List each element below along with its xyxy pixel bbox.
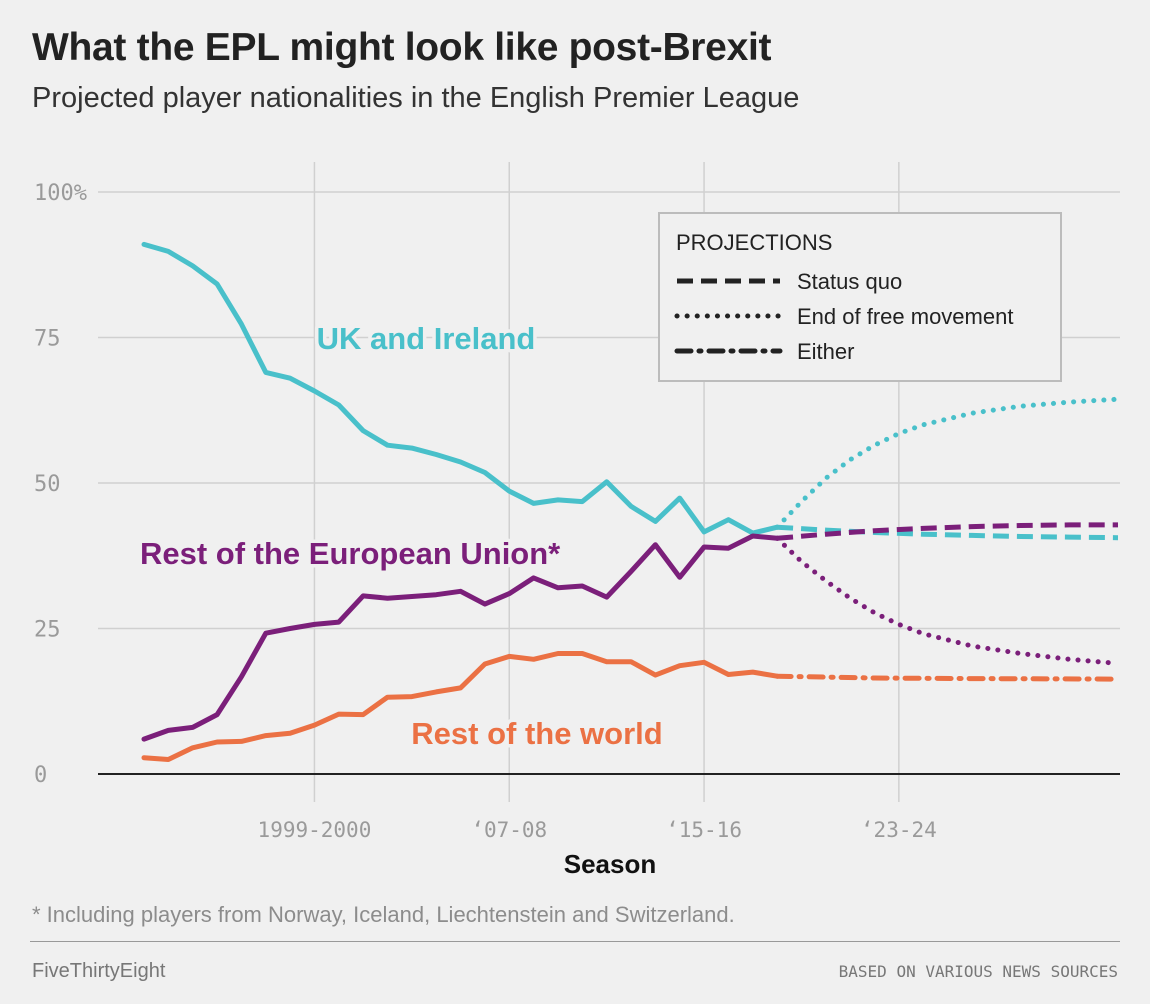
brand-name: FiveThirtyEight xyxy=(32,960,166,982)
x-tick-label: ‘07-08 xyxy=(471,818,547,842)
world-either-line xyxy=(774,673,1121,682)
uk-series-label: UK and Ireland xyxy=(317,321,536,356)
chart-subtitle: Projected player nationalities in the En… xyxy=(32,82,800,114)
series-labels: UK and Ireland Rest of the European Union… xyxy=(137,318,667,755)
y-tick-label: 100% xyxy=(34,181,87,206)
legend-item-label: Either xyxy=(797,339,854,364)
footer-divider xyxy=(30,941,1120,942)
x-tick-label: ‘23-24 xyxy=(861,818,937,842)
eu-status-quo-line xyxy=(776,522,1118,541)
world-series-label: Rest of the world xyxy=(411,716,662,751)
legend: PROJECTIONS Status quo End of free movemen… xyxy=(658,212,1062,382)
eu-series-label: Rest of the European Union* xyxy=(140,536,561,571)
uk-historical-line xyxy=(141,241,780,536)
legend-item-label: End of free movement xyxy=(797,304,1013,329)
gridlines xyxy=(98,162,1120,802)
y-tick-label: 0 xyxy=(34,763,47,788)
uk-status-quo-line xyxy=(776,524,1119,541)
legend-box xyxy=(658,212,1062,382)
y-tick-label: 25 xyxy=(34,618,61,643)
world-historical-line xyxy=(141,651,780,762)
legend-title: PROJECTIONS xyxy=(676,230,832,255)
eu-end-free-movement-line xyxy=(774,535,1121,666)
x-axis-title: Season xyxy=(564,849,657,879)
x-tick-label: ‘15-16 xyxy=(666,818,742,842)
y-tick-label: 50 xyxy=(34,472,61,497)
series-lines xyxy=(141,241,1121,762)
source-note: BASED ON VARIOUS NEWS SOURCES xyxy=(838,962,1118,981)
legend-item-label: Status quo xyxy=(797,269,902,294)
axis-ticks: 0 25 50 75 100% 1999-2000 ‘07-08 ‘15-16 ‘23-24 Se… xyxy=(34,181,937,879)
footnote: * Including players from Norway, Iceland… xyxy=(32,902,735,927)
chart-title: What the EPL might look like post-Brexit xyxy=(32,26,772,69)
x-tick-label: 1999-2000 xyxy=(258,818,372,842)
eu-historical-line xyxy=(141,533,780,742)
uk-end-free-movement-line xyxy=(774,396,1121,530)
y-tick-label: 75 xyxy=(34,327,61,352)
